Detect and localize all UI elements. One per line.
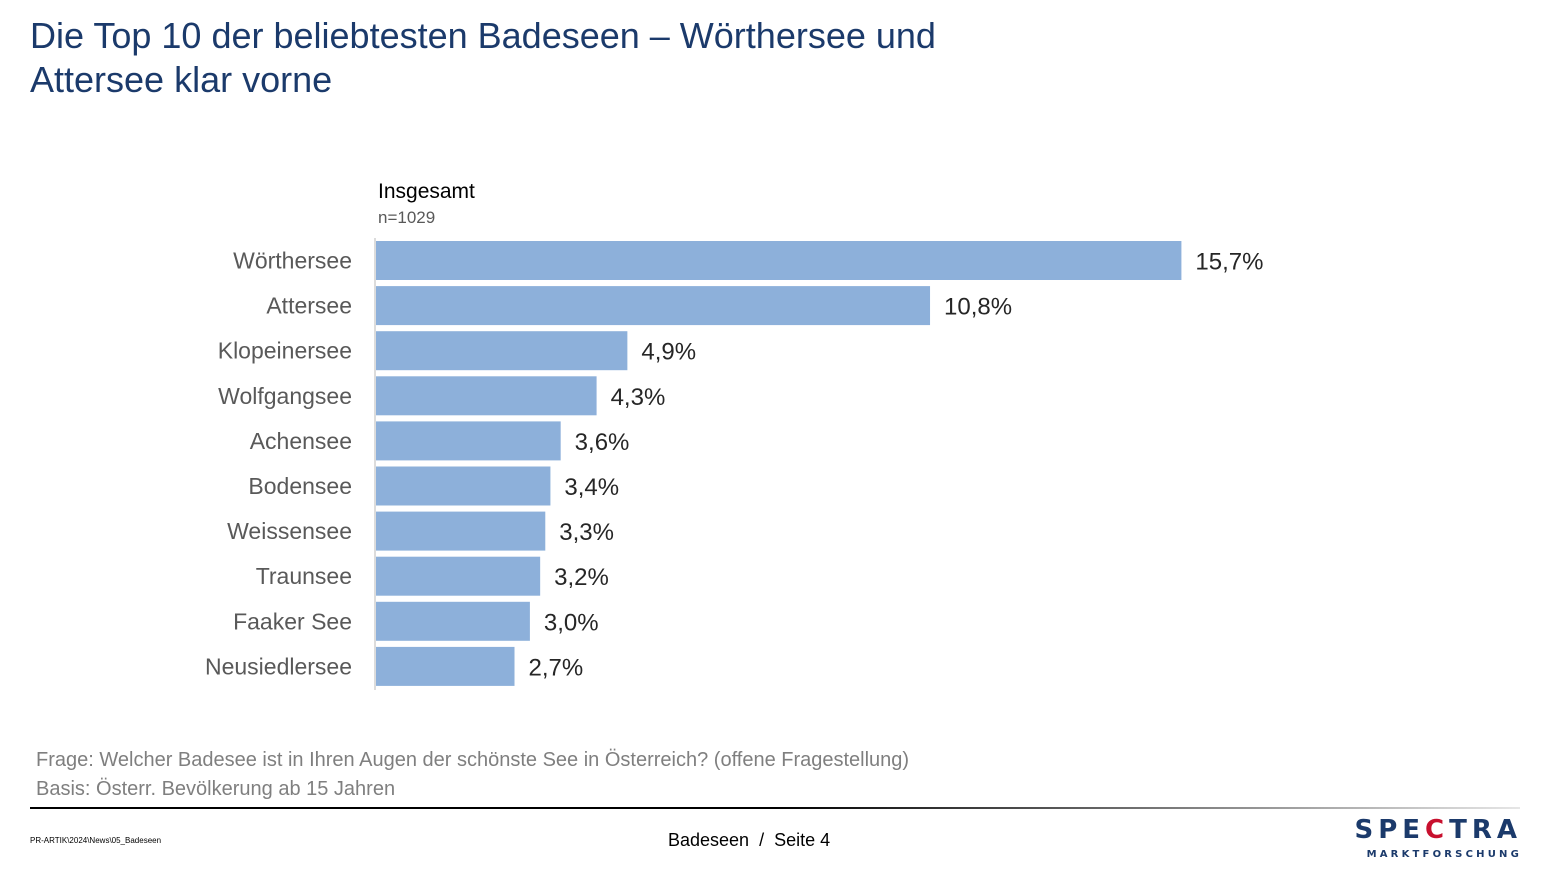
value-label: 3,3% xyxy=(559,519,614,546)
series-label: Insgesamt xyxy=(378,180,475,203)
bar-7 xyxy=(376,556,541,596)
value-label: 4,3% xyxy=(611,384,666,411)
category-label: Faaker See xyxy=(233,608,352,634)
file-path: PR-ARTIK\2024\News\05_Badeseen xyxy=(30,836,162,845)
category-label: Bodensee xyxy=(248,473,352,499)
category-label: Wolfgangsee xyxy=(218,383,352,409)
category-label: Neusiedlersee xyxy=(205,653,352,679)
footnote-basis: Basis: Österr. Bevölkerung ab 15 Jahren xyxy=(36,778,396,800)
logo-part-1: SPE xyxy=(1354,815,1426,845)
bar-4 xyxy=(376,421,561,461)
bar-5 xyxy=(376,466,551,506)
value-label: 4,9% xyxy=(641,339,696,366)
bars-group: Wörthersee 15,7% Attersee 10,8% Klopeinersee… xyxy=(205,241,1263,686)
category-label: Weissensee xyxy=(227,518,352,544)
spectra-logo: SPECTRA MARKTFORSCHUNG xyxy=(1318,814,1522,862)
logo-part-accent: C xyxy=(1425,815,1450,845)
sample-size: n=1029 xyxy=(378,208,436,227)
category-label: Achensee xyxy=(250,428,352,454)
value-label: 3,6% xyxy=(575,429,630,456)
page-title: Die Top 10 der beliebtesten Badeseen – W… xyxy=(30,14,1130,102)
bar-chart: Wörthersee 15,7% Attersee 10,8% Klopeinersee… xyxy=(205,238,1263,690)
logo-wordmark: SPECTRA xyxy=(1318,814,1522,846)
value-label: 15,7% xyxy=(1195,249,1263,276)
chart-header: Insgesamt n=1029 xyxy=(378,179,475,229)
bar-3 xyxy=(376,376,597,416)
category-label: Wörthersee xyxy=(233,248,352,274)
value-label: 3,4% xyxy=(564,474,619,501)
page-info: Badeseen / Seite 4 xyxy=(668,830,830,851)
bar-9 xyxy=(376,646,515,686)
bar-8 xyxy=(376,601,530,641)
value-label: 3,2% xyxy=(554,564,609,591)
footer-divider xyxy=(30,807,1520,809)
bar-6 xyxy=(376,511,546,551)
bar-1 xyxy=(376,286,931,326)
bar-2 xyxy=(376,331,628,371)
footnote-question: Frage: Welcher Badesee ist in Ihren Auge… xyxy=(36,749,910,771)
section-name: Badeseen xyxy=(668,830,750,850)
value-label: 10,8% xyxy=(944,294,1012,321)
page-separator: / xyxy=(759,830,765,850)
category-label: Traunsee xyxy=(256,563,352,589)
page-number: Seite 4 xyxy=(774,830,831,850)
value-label: 3,0% xyxy=(544,609,599,636)
category-label: Attersee xyxy=(266,293,352,319)
bar-0 xyxy=(376,241,1182,280)
logo-part-3: TRA xyxy=(1449,815,1522,845)
category-label: Klopeinersee xyxy=(218,338,352,364)
value-label: 2,7% xyxy=(529,654,584,681)
footnotes: Frage: Welcher Badesee ist in Ihren Auge… xyxy=(36,746,909,804)
title-line-2: Attersee klar vorne xyxy=(30,59,333,100)
logo-tagline: MARKTFORSCHUNG xyxy=(1366,849,1522,860)
title-line-1: Die Top 10 der beliebtesten Badeseen – W… xyxy=(30,15,936,56)
